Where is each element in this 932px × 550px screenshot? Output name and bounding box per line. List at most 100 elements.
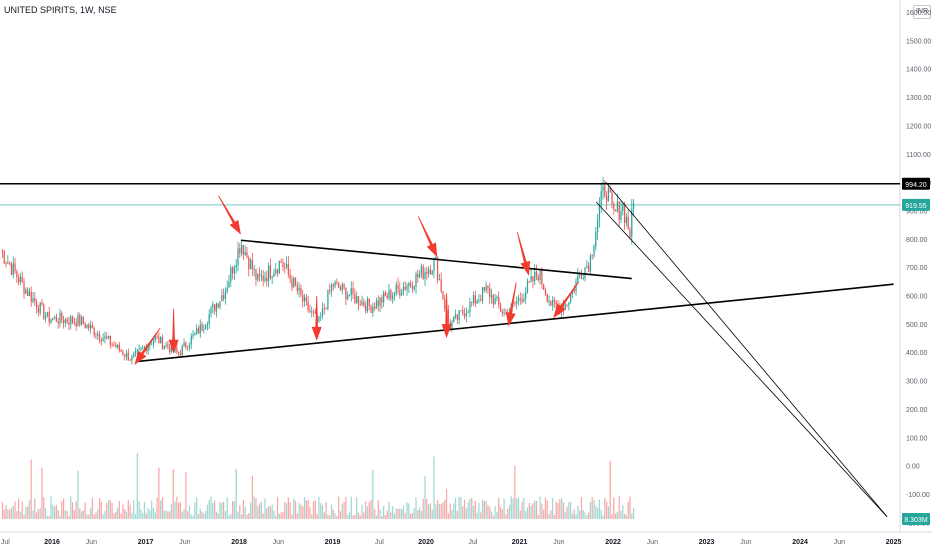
annotation-arrows[interactable] xyxy=(134,195,580,365)
volume-bar xyxy=(460,497,462,519)
volume-bar xyxy=(219,502,221,519)
volume-bar xyxy=(510,496,512,519)
candle-body xyxy=(614,209,617,212)
candle-body xyxy=(336,281,338,283)
candle-body xyxy=(318,316,320,322)
volume-bar xyxy=(129,504,131,519)
volume-bar xyxy=(526,507,529,519)
candle-body xyxy=(579,274,581,276)
volume-bar xyxy=(84,502,86,519)
candle-body xyxy=(244,252,246,256)
volume-bar xyxy=(176,496,178,519)
candle-body xyxy=(429,269,432,275)
candle-body xyxy=(582,278,584,279)
candle-body xyxy=(163,345,165,349)
candle-body xyxy=(442,291,444,299)
candle-body xyxy=(302,294,304,302)
volume-bar xyxy=(89,508,92,519)
candle-body xyxy=(587,265,590,272)
candle-body xyxy=(499,304,502,311)
candle-body xyxy=(185,342,187,348)
volume-bar xyxy=(330,504,333,519)
x-tick-label: 2021 xyxy=(512,539,528,546)
time-axis[interactable]: Jul 2016 Jun 2017 Jun 2018 Jun 2019 Jul 2020 Jul 20… xyxy=(1,539,902,546)
candle-body xyxy=(161,336,164,349)
volume-bar xyxy=(66,511,68,519)
volume-bar xyxy=(266,508,268,519)
candle-body xyxy=(384,292,387,296)
volume-bar xyxy=(53,506,56,519)
candle-body xyxy=(57,321,59,324)
drawings[interactable] xyxy=(0,181,900,517)
volume-bar xyxy=(102,514,104,519)
volume-bar xyxy=(613,497,615,519)
volume-bar xyxy=(431,509,433,519)
candle-body xyxy=(230,267,232,282)
candle-body xyxy=(492,294,494,305)
candle-body xyxy=(478,299,480,301)
volume-bar xyxy=(424,476,426,519)
candle-body xyxy=(546,294,548,302)
volume-bar xyxy=(230,514,232,519)
candle-body xyxy=(109,336,111,345)
volume-bar xyxy=(158,467,160,519)
candle-body xyxy=(514,302,516,304)
volume-bar xyxy=(512,498,514,519)
volume-bar xyxy=(374,509,376,519)
volume-bar xyxy=(580,497,583,519)
candle-body xyxy=(77,315,79,327)
volume-bar xyxy=(471,498,473,519)
price-axis[interactable]: 1600.00 1500.00 1400.00 1300.00 1200.00 1100.… xyxy=(906,10,931,527)
candle-body xyxy=(255,268,257,280)
volume-bar xyxy=(561,498,563,519)
volume-bar xyxy=(104,510,106,519)
volume-bar xyxy=(77,470,79,519)
annotation-arrow xyxy=(516,232,531,276)
y-tick-label: 1300.00 xyxy=(906,95,931,102)
candle-body xyxy=(447,310,450,322)
volume-bar xyxy=(445,489,448,519)
candle-body xyxy=(462,310,464,314)
volume-bar xyxy=(145,513,147,519)
candle-body xyxy=(390,290,392,300)
candle-body xyxy=(206,324,209,326)
volume-bar xyxy=(12,505,14,519)
volume-bar xyxy=(291,514,293,519)
volume-bar xyxy=(311,514,313,519)
x-tick-label: Jul xyxy=(1,539,10,546)
candle-body xyxy=(320,315,322,317)
volume-bar xyxy=(456,511,458,519)
y-tick-label: 0.00 xyxy=(906,464,920,471)
volume-bar xyxy=(532,503,534,519)
candle-body xyxy=(100,339,102,342)
currency-button[interactable]: INR xyxy=(913,5,931,19)
x-tick-label: Jul xyxy=(375,539,384,546)
interval-label[interactable]: 1W xyxy=(80,5,94,15)
volume-bar xyxy=(25,507,27,519)
volume-bar xyxy=(181,511,183,519)
volume-bar xyxy=(118,500,120,519)
volume-bar xyxy=(472,505,475,519)
candle-body xyxy=(363,301,365,306)
volume-bar xyxy=(160,500,162,519)
volume-bar xyxy=(196,497,198,519)
candle-body xyxy=(607,188,610,202)
candle-body xyxy=(71,316,74,323)
candle-body xyxy=(393,293,396,296)
candle-body xyxy=(248,257,250,270)
volume-bar xyxy=(215,511,218,519)
volume-bar xyxy=(213,500,216,519)
volume-bar xyxy=(264,498,266,519)
candle-body xyxy=(426,272,428,274)
candle-body xyxy=(158,336,160,344)
volume-bar xyxy=(489,506,491,519)
candle-body xyxy=(48,312,50,323)
candle-body xyxy=(460,310,462,312)
candle-body xyxy=(66,319,68,323)
candle-body xyxy=(339,287,342,290)
volume-bar xyxy=(559,499,561,519)
volume-bar xyxy=(514,465,516,519)
volume-bar xyxy=(411,513,414,519)
volume-bar xyxy=(14,501,16,519)
